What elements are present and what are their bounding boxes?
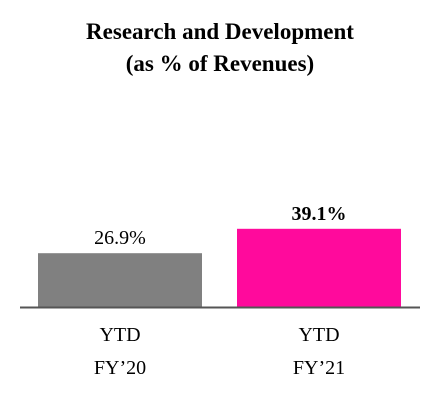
- chart-title-line-2: (as % of Revenues): [125, 51, 315, 76]
- chart-title-line-1: Research and Development: [86, 19, 354, 44]
- bar-value-label-1: 26.9%: [94, 227, 146, 249]
- bar-value-label-2: 39.1%: [292, 203, 347, 225]
- bar-2: [237, 228, 401, 307]
- category-label-1-line-1: YTD: [99, 324, 140, 346]
- category-label-1-line-2: FY’20: [94, 357, 146, 379]
- bar-1: [38, 253, 202, 307]
- category-label-2-line-2: FY’21: [293, 357, 345, 379]
- category-label-2-line-1: YTD: [298, 324, 339, 346]
